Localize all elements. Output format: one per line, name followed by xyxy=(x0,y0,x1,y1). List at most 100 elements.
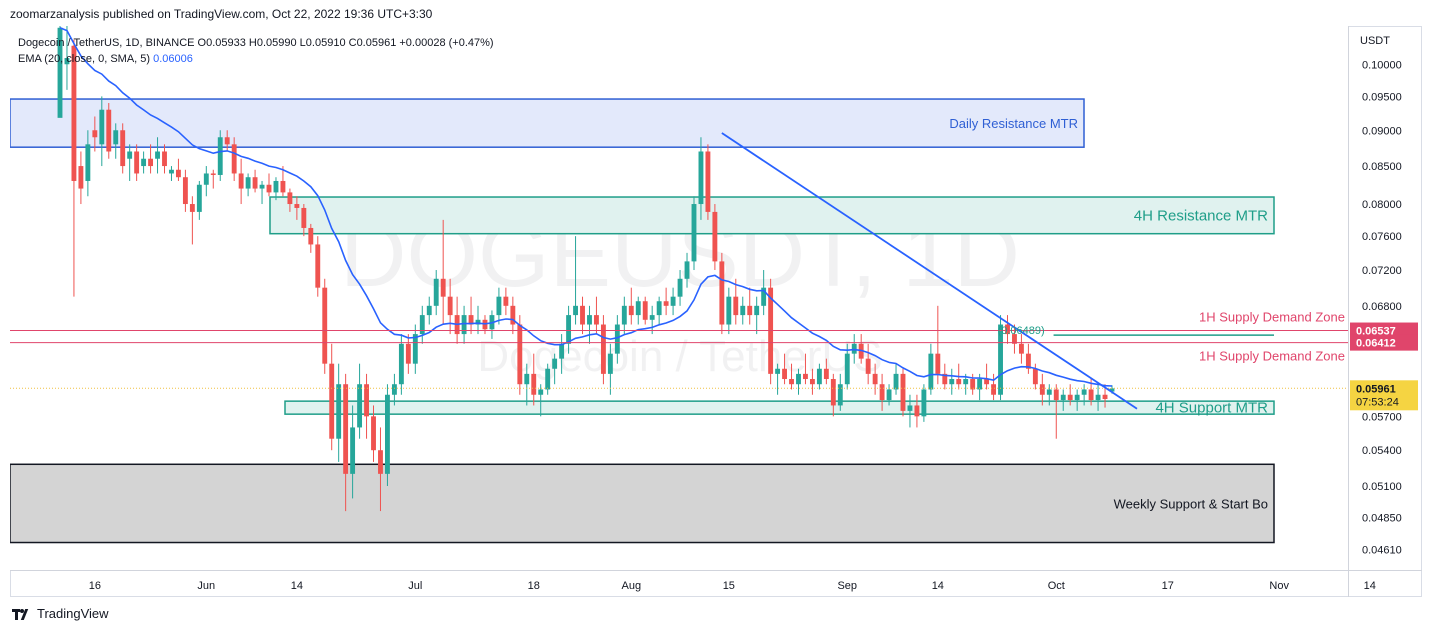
candle-body xyxy=(1018,343,1024,354)
candle xyxy=(336,363,342,462)
candle-body xyxy=(134,151,140,174)
candle xyxy=(552,353,558,385)
candles xyxy=(57,26,1115,512)
candle xyxy=(99,96,105,167)
candle xyxy=(169,166,174,181)
legend-ohlc: O0.05933 H0.05990 L0.05910 C0.05961 +0.0… xyxy=(197,37,494,49)
candle-body xyxy=(614,324,620,354)
candle-body xyxy=(99,109,105,145)
price-tag xyxy=(1350,322,1418,339)
resistance-4h-zone xyxy=(269,196,1275,235)
candle xyxy=(503,287,509,316)
candle-body xyxy=(391,384,397,395)
support-4h-zone xyxy=(284,400,1275,415)
candle xyxy=(266,173,272,197)
candle xyxy=(343,373,349,512)
candle-body xyxy=(761,287,767,306)
candle-body xyxy=(162,151,167,167)
footer-brand[interactable]: TradingView xyxy=(12,606,109,621)
candle-body xyxy=(433,278,439,306)
candle xyxy=(754,296,760,335)
candle-body xyxy=(196,184,202,212)
candle xyxy=(844,343,850,390)
candle-body xyxy=(426,305,432,316)
candle xyxy=(426,296,432,325)
candle xyxy=(287,188,293,212)
candle xyxy=(998,315,1003,401)
candle xyxy=(719,252,725,335)
candle-body xyxy=(580,305,585,325)
candle xyxy=(57,26,63,118)
candle xyxy=(391,373,397,406)
candle xyxy=(816,363,822,390)
candle xyxy=(294,196,300,220)
candle xyxy=(1039,373,1045,406)
candle xyxy=(823,358,829,385)
candle-body xyxy=(440,278,446,297)
candle-body xyxy=(120,130,126,167)
candle-body xyxy=(148,158,154,167)
candle xyxy=(614,315,620,364)
candle-body xyxy=(169,169,174,174)
candle-body xyxy=(405,343,411,364)
candle-body xyxy=(1012,334,1017,344)
publisher-line: zoomarzanalysis published on TradingView… xyxy=(10,7,433,21)
candle-body xyxy=(85,144,91,181)
watermark-name: Dogecoin / TetherUS xyxy=(477,332,882,381)
candle xyxy=(106,103,112,159)
candle xyxy=(914,394,920,428)
candle-body xyxy=(816,368,822,385)
candle xyxy=(252,169,258,193)
candle-body xyxy=(322,287,328,364)
price-tag-countdown: 07:53:24 xyxy=(1356,396,1399,408)
weekly-support-zone xyxy=(10,463,1275,544)
y-tick-label: 0.05400 xyxy=(1362,445,1402,457)
candle xyxy=(461,305,467,344)
candle xyxy=(740,296,746,325)
candle-body xyxy=(886,389,892,401)
candle xyxy=(301,204,307,237)
candle xyxy=(928,343,934,395)
resistance-4h-zone-label: 4H Resistance MTR xyxy=(1134,207,1268,224)
price-tag-value: 0.05961 xyxy=(1356,383,1396,395)
x-tick-label: Nov xyxy=(1269,580,1289,592)
y-axis: USDT 0.10000 0.09500 0.09000 0.08500 0.08000 0… xyxy=(1348,26,1402,597)
price-chart[interactable]: DOGEUSDT, 1D Dogecoin / TetherUS Daily R… xyxy=(10,26,1422,597)
candle xyxy=(64,26,70,90)
y-tick-label: 0.09000 xyxy=(1362,125,1402,137)
candle xyxy=(141,151,147,174)
candle-body xyxy=(1025,353,1031,369)
candle xyxy=(663,287,669,316)
candle-body xyxy=(141,158,147,167)
candle-body xyxy=(935,353,941,374)
candle xyxy=(900,368,906,417)
candle-body xyxy=(719,261,725,325)
candle-body xyxy=(538,389,544,395)
x-tick-label: 14 xyxy=(932,580,944,592)
candle xyxy=(315,236,321,297)
trendline xyxy=(721,132,1138,410)
candle xyxy=(566,305,572,354)
candle-body xyxy=(398,343,404,385)
y-tick-label: 0.05100 xyxy=(1362,481,1402,493)
price-tag-value: 0.06412 xyxy=(1356,338,1396,350)
candle-body xyxy=(594,315,599,325)
candle-body xyxy=(928,353,934,390)
candle xyxy=(984,363,990,390)
candle-body xyxy=(705,151,711,212)
candle-body xyxy=(280,180,286,193)
candle xyxy=(705,144,711,220)
candle xyxy=(273,177,279,201)
candle xyxy=(621,296,627,335)
candle xyxy=(120,123,126,174)
candle-body xyxy=(566,315,572,344)
candle-body xyxy=(754,305,760,316)
candle xyxy=(155,137,160,174)
candle xyxy=(600,315,606,385)
candle-body xyxy=(649,315,655,320)
x-tick-label: Jul xyxy=(408,580,422,592)
y-tick-label: 0.07600 xyxy=(1362,231,1402,243)
price-tag xyxy=(1350,334,1418,351)
candle xyxy=(517,315,523,395)
candle-body xyxy=(803,373,808,380)
